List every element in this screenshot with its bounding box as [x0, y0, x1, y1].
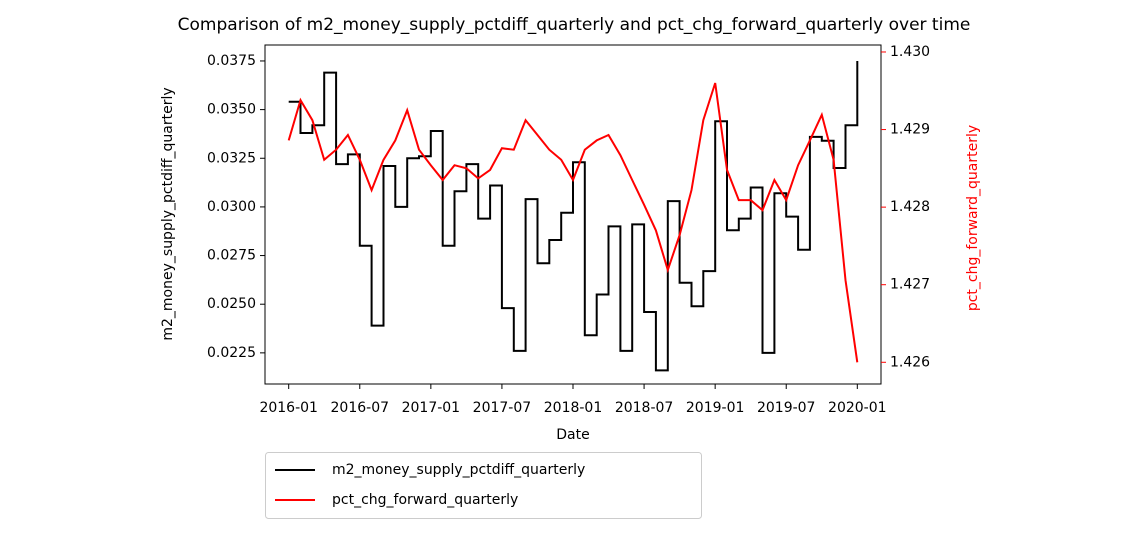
- chart-title: Comparison of m2_money_supply_pctdiff_qu…: [178, 15, 971, 35]
- y2-tick-label: 1.428: [890, 199, 930, 215]
- y-axis-label: m2_money_supply_pctdiff_quarterly: [160, 87, 176, 340]
- x-tick-label: 2018-07: [615, 400, 674, 416]
- x-tick-label: 2018-01: [544, 400, 603, 416]
- x-axis-label: Date: [556, 427, 589, 443]
- y-tick-label: 0.0300: [207, 199, 256, 215]
- x-tick-label: 2016-07: [331, 400, 390, 416]
- x-tick-label: 2016-01: [259, 400, 318, 416]
- y2-axis-label: pct_chg_forward_quarterly: [965, 125, 981, 311]
- line: [288, 61, 859, 372]
- legend-box: [265, 452, 702, 519]
- line: [287, 82, 859, 363]
- y2-tick-label: 1.427: [890, 277, 930, 293]
- y-tick-label: 0.0325: [207, 150, 256, 166]
- y-tick-label: 0.0250: [207, 296, 256, 312]
- x-tick-label: 2017-01: [402, 400, 461, 416]
- y2-tick-label: 1.430: [890, 44, 930, 60]
- x-tick-label: 2019-07: [757, 400, 816, 416]
- legend-label: m2_money_supply_pctdiff_quarterly: [332, 462, 585, 478]
- x-tick-label: 2017-07: [473, 400, 532, 416]
- y-tick-label: 0.0350: [207, 102, 256, 118]
- y-tick-label: 0.0275: [207, 248, 256, 264]
- legend-label: pct_chg_forward_quarterly: [332, 492, 518, 508]
- x-tick-label: 2020-01: [828, 400, 887, 416]
- y2-tick-label: 1.429: [890, 122, 930, 138]
- plot-frame: [264, 44, 882, 385]
- y2-tick-label: 1.426: [890, 354, 930, 370]
- y-tick-label: 0.0375: [207, 53, 256, 69]
- x-tick-label: 2019-01: [686, 400, 745, 416]
- y-tick-label: 0.0225: [207, 345, 256, 361]
